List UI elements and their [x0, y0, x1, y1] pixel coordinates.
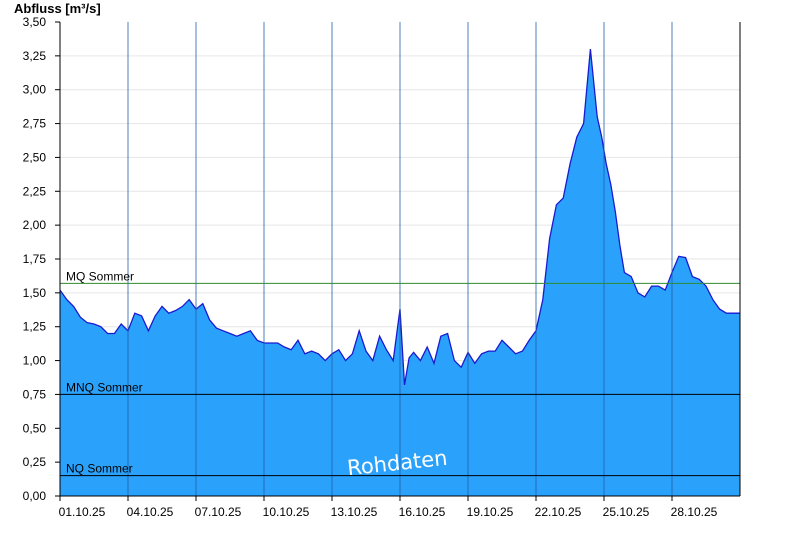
- y-tick-label: 2,50: [23, 150, 47, 164]
- x-tick-label: 07.10.25: [195, 505, 242, 519]
- reference-line-label: MQ Sommer: [66, 269, 134, 283]
- reference-line-label: MNQ Sommer: [66, 380, 143, 394]
- y-tick-label: 2,00: [23, 218, 47, 232]
- x-tick-label: 13.10.25: [331, 505, 378, 519]
- series-area: [59, 49, 740, 496]
- x-tick-label: 10.10.25: [263, 505, 310, 519]
- y-tick-label: 3,00: [23, 83, 47, 97]
- x-tick-label: 22.10.25: [535, 505, 582, 519]
- reference-lines: MQ Sommer MNQ Sommer NQ Sommer: [60, 269, 740, 477]
- x-tick-label: 16.10.25: [399, 505, 446, 519]
- y-tick-label: 1,25: [23, 320, 47, 334]
- y-tick-label: 1,50: [23, 286, 47, 300]
- x-tick-label: 28.10.25: [671, 505, 718, 519]
- x-tick-labels: 01.10.25 04.10.25 07.10.25 10.10.25 13.10.25…: [59, 496, 718, 519]
- x-tick-label: 25.10.25: [603, 505, 650, 519]
- y-tick-label: 2,25: [23, 184, 47, 198]
- x-grid: [127, 22, 673, 496]
- x-tick-label: 19.10.25: [467, 505, 514, 519]
- y-tick-label: 0,00: [23, 489, 47, 503]
- y-tick-label: 3,25: [23, 49, 47, 63]
- y-tick-label: 0,25: [23, 455, 47, 469]
- y-tick-label: 0,75: [23, 387, 47, 401]
- x-tick-label: 01.10.25: [59, 505, 106, 519]
- y-tick-labels: 0,00 0,25 0,50 0,75 1,00 1,25 1,50 1,75 2,00 2,25…: [23, 15, 60, 503]
- y-tick-label: 3,50: [23, 15, 47, 29]
- series-fill: [60, 49, 740, 496]
- x-tick-label: 04.10.25: [127, 505, 174, 519]
- y-axis-label: Abfluss [m³/s]: [14, 1, 101, 16]
- y-tick-label: 1,75: [23, 252, 47, 266]
- series-line: [59, 49, 740, 386]
- y-tick-label: 1,00: [23, 354, 47, 368]
- reference-line-label: NQ Sommer: [66, 462, 133, 476]
- y-tick-label: 0,50: [23, 421, 47, 435]
- y-tick-label: 2,75: [23, 117, 47, 131]
